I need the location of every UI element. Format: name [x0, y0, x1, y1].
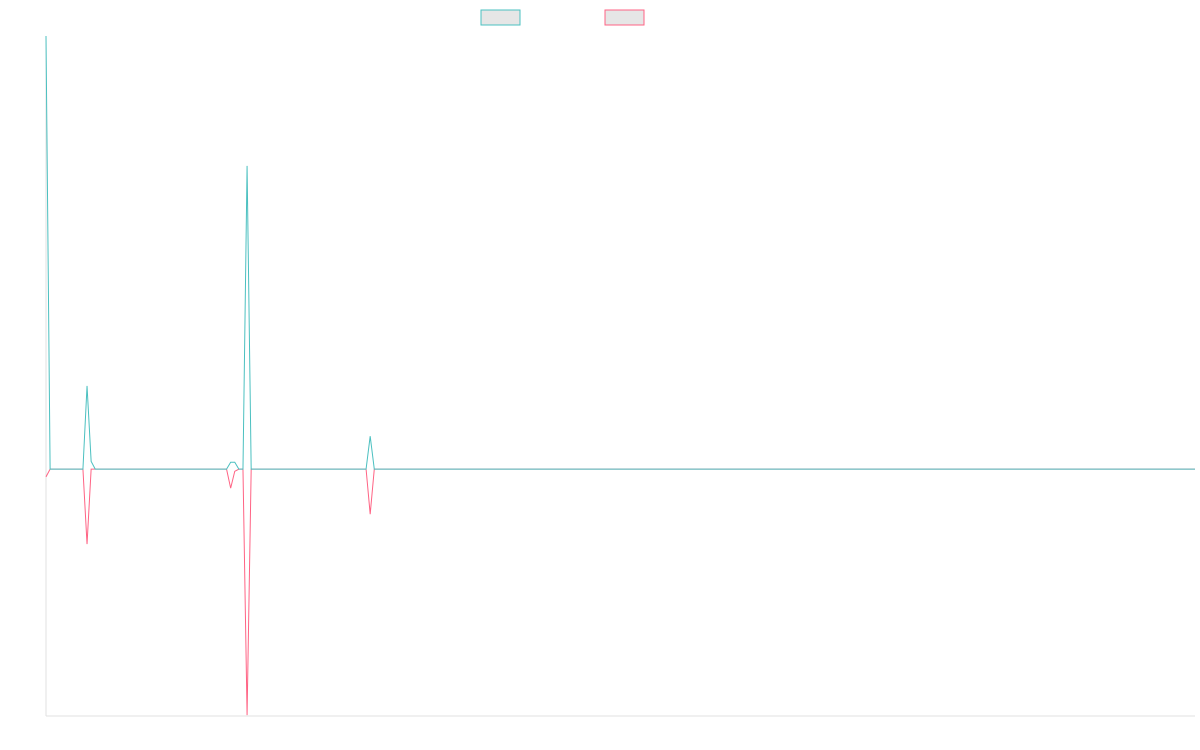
legend-swatch[interactable] — [604, 9, 645, 26]
series-line — [45, 468, 1195, 716]
legend-swatch[interactable] — [480, 9, 521, 26]
series-line — [45, 35, 1195, 470]
